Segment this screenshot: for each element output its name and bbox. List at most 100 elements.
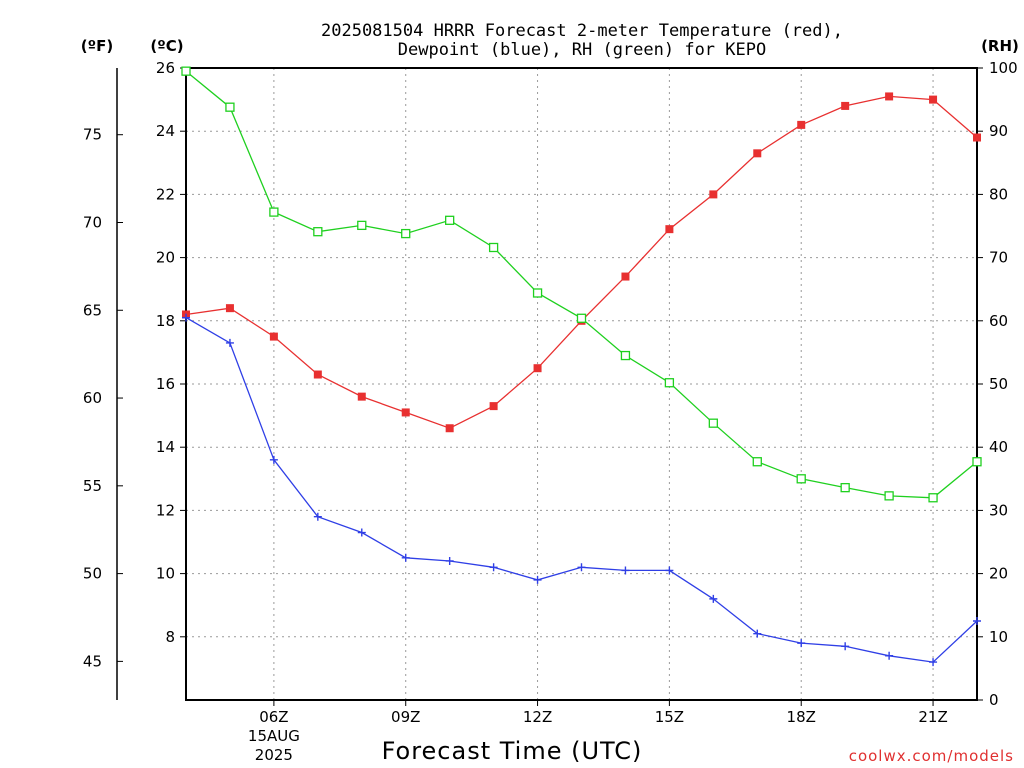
- rh-tick-label: 60: [989, 312, 1008, 330]
- x-tick-label: 12Z: [523, 708, 552, 726]
- fahrenheit-tick-label: 50: [83, 565, 102, 583]
- fahrenheit-tick-label: 60: [83, 389, 102, 407]
- dewpoint-point: [709, 594, 718, 603]
- celsius-unit-label: (ºC): [150, 37, 183, 55]
- rh-point: [752, 457, 762, 467]
- celsius-tick-label: 8: [165, 628, 175, 646]
- rh-point: [884, 491, 894, 501]
- rh-point: [928, 493, 938, 503]
- grid-lines: [186, 68, 977, 700]
- rh-tick-label: 20: [989, 565, 1008, 583]
- fahrenheit-tick-label: 65: [83, 301, 102, 319]
- dewpoint-point: [182, 313, 190, 322]
- dewpoint-point: [885, 651, 894, 660]
- temperature-point: [885, 92, 894, 101]
- temperature-point: [841, 101, 850, 110]
- rh-point: [225, 102, 235, 112]
- dewpoint-point: [357, 528, 366, 537]
- celsius-tick-label: 22: [156, 185, 175, 203]
- fahrenheit-tick-label: 55: [83, 477, 102, 495]
- dewpoint-point: [973, 617, 981, 625]
- x-tick-label: 09Z: [391, 708, 420, 726]
- celsius-tick-label: 12: [156, 501, 175, 519]
- rh-point: [972, 457, 982, 467]
- x-axis-title: Forecast Time (UTC): [382, 737, 643, 765]
- dewpoint-point: [225, 338, 234, 347]
- temperature-point: [797, 120, 806, 129]
- celsius-tick-label: 24: [156, 122, 175, 140]
- temperature-point: [709, 190, 718, 199]
- credit-text: coolwx.com/models: [849, 747, 1014, 765]
- fahrenheit-tick-label: 75: [83, 126, 102, 144]
- dewpoint-point: [753, 629, 762, 638]
- rh-line: [185, 70, 978, 499]
- dewpoint-point: [313, 512, 322, 521]
- dewpoint-point: [445, 556, 454, 565]
- rh-point: [488, 242, 499, 253]
- rh-tick-label: 90: [989, 122, 1008, 140]
- temperature-point: [313, 370, 322, 379]
- temperature-point: [621, 272, 630, 281]
- axes: 8 10 12 14 16 18 20 22 24 26 45 50 55 60 65 70 75 0 10 20 30…: [83, 59, 1018, 764]
- dewpoint-point: [269, 455, 278, 464]
- celsius-tick-label: 20: [156, 249, 175, 267]
- celsius-tick-label: 18: [156, 312, 175, 330]
- dewpoint-point: [929, 658, 938, 667]
- temperature-point: [533, 364, 542, 373]
- rh-point: [620, 350, 631, 361]
- x-tick-label: 18Z: [787, 708, 816, 726]
- fahrenheit-tick-label: 45: [83, 652, 102, 670]
- rh-unit-label: (RH): [981, 37, 1019, 55]
- dewpoint-point: [621, 566, 630, 575]
- temperature-point: [753, 149, 762, 158]
- fahrenheit-tick-label: 70: [83, 213, 102, 231]
- series-layer: [181, 66, 982, 667]
- dewpoint-point: [841, 642, 850, 651]
- rh-tick-label: 30: [989, 501, 1008, 519]
- rh-tick-label: 10: [989, 628, 1008, 646]
- rh-point: [181, 66, 191, 76]
- temperature-point: [357, 392, 366, 401]
- celsius-tick-label: 16: [156, 375, 175, 393]
- x-tick-sublabel-year: 2025: [255, 746, 293, 764]
- rh-point: [708, 418, 718, 428]
- chart-title: 2025081504 HRRR Forecast 2-meter Tempera…: [321, 21, 843, 60]
- temperature-point: [225, 304, 234, 313]
- temperature-point: [489, 402, 498, 411]
- x-tick-label: 06Z: [259, 708, 288, 726]
- dewpoint-point: [665, 566, 674, 575]
- celsius-tick-label: 26: [156, 59, 175, 77]
- rh-tick-label: 50: [989, 375, 1008, 393]
- rh-point: [313, 227, 323, 237]
- dewpoint-point: [797, 639, 806, 648]
- rh-tick-label: 40: [989, 438, 1008, 456]
- dewpoint-point: [489, 563, 498, 572]
- rh-tick-label: 80: [989, 185, 1008, 203]
- rh-tick-label: 100: [989, 59, 1018, 77]
- rh-point: [576, 313, 587, 323]
- rh-point: [532, 288, 543, 298]
- temperature-point: [929, 95, 938, 104]
- rh-point: [357, 220, 367, 231]
- rh-point: [664, 378, 675, 388]
- celsius-tick-label: 14: [156, 438, 175, 456]
- rh-tick-label: 0: [989, 691, 999, 709]
- chart-title-line-1: 2025081504 HRRR Forecast 2-meter Tempera…: [321, 21, 843, 41]
- rh-point: [840, 482, 850, 493]
- rh-point: [269, 207, 279, 217]
- celsius-tick-label: 10: [156, 565, 175, 583]
- temperature-point: [973, 133, 981, 142]
- temperature-point: [665, 225, 674, 234]
- rh-tick-label: 70: [989, 249, 1008, 267]
- chart-title-line-2: Dewpoint (blue), RH (green) for KEPO: [398, 40, 766, 60]
- rh-point: [445, 215, 455, 225]
- dewpoint-point: [401, 553, 410, 562]
- x-tick-label: 15Z: [655, 708, 684, 726]
- rh-point: [796, 474, 806, 484]
- dewpoint-point: [533, 575, 542, 584]
- dewpoint-point: [577, 563, 586, 572]
- temperature-line: [185, 95, 978, 429]
- temperature-point: [445, 424, 454, 433]
- temperature-point: [401, 408, 410, 417]
